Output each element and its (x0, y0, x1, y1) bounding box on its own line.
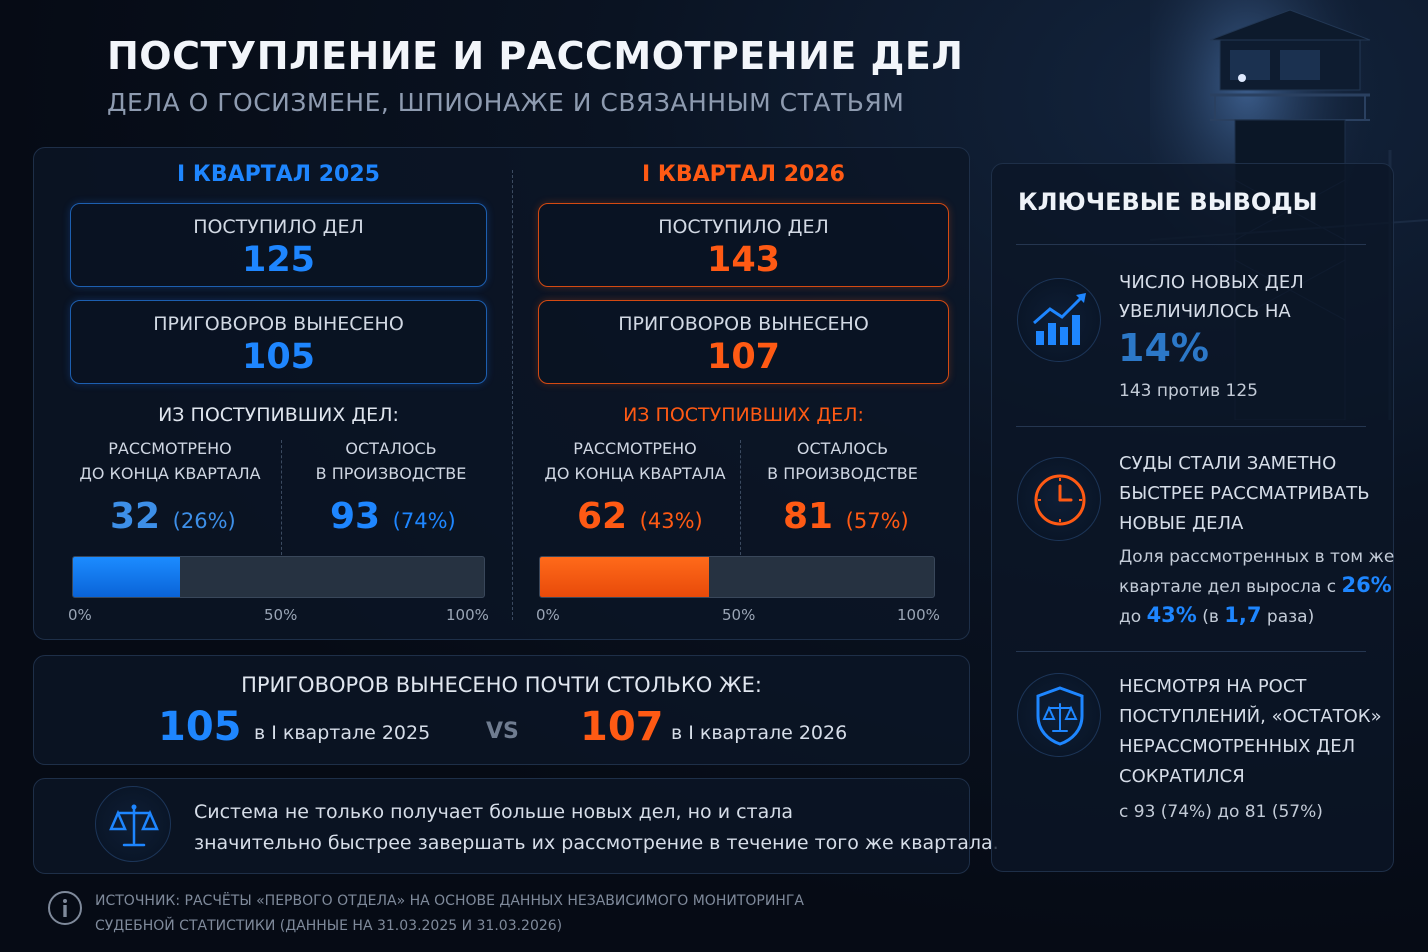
kp2-detail-2: квартале дел выросла с 26% (1119, 573, 1392, 597)
kp2-detail-3: до 43% (в 1,7 раза) (1119, 603, 1315, 627)
q2026-verdicts-value: 107 (706, 337, 781, 377)
q2025-sub-divider (281, 440, 282, 555)
q2025-tick-50: 50% (264, 606, 298, 624)
q2025-of-received: ИЗ ПОСТУПИВШИХ ДЕЛ: (158, 404, 399, 426)
q2026-of-received: ИЗ ПОСТУПИВШИХ ДЕЛ: (623, 404, 864, 426)
scales-icon (95, 786, 171, 862)
source-note: ИСТОЧНИК: РАСЧЁТЫ «ПЕРВОГО ОТДЕЛА» НА ОС… (95, 893, 804, 934)
kp2-line-2: БЫСТРЕЕ РАССМАТРИВАТЬ (1119, 483, 1370, 504)
kp1-percent: 14% (1118, 326, 1209, 370)
q2026-progress-bar (539, 556, 935, 598)
q2026-remaining-value: 81 (57%) (783, 496, 909, 537)
verdicts-compare-panel (33, 655, 970, 765)
verdicts-left-value: 105 (158, 704, 242, 750)
q2026-progress-fill (540, 557, 710, 597)
kp2-line-1: СУДЫ СТАЛИ ЗАМЕТНО (1119, 453, 1337, 474)
q2026-reviewed-label: РАССМОТРЕНО ДО КОНЦА КВАРТАЛА (544, 439, 726, 483)
q2026-sub-divider (740, 440, 741, 555)
key-points-divider-top (1016, 244, 1366, 245)
q2026-remaining-label: ОСТАЛОСЬ В ПРОИЗВОДСТВЕ (767, 439, 918, 483)
q2025-tick-0: 0% (68, 606, 92, 624)
summary-panel (33, 778, 970, 874)
kp3-detail: с 93 (74%) до 81 (57%) (1119, 802, 1323, 822)
q2025-progress-bar (72, 556, 485, 598)
q2025-received-label: ПОСТУПИЛО ДЕЛ (193, 216, 364, 238)
verdicts-left-label: в I квартале 2025 (254, 722, 431, 744)
page-title: ПОСТУПЛЕНИЕ И РАССМОТРЕНИЕ ДЕЛ (107, 34, 964, 78)
page-subtitle: ДЕЛА О ГОСИЗМЕНЕ, ШПИОНАЖЕ И СВЯЗАННЫМ С… (107, 88, 905, 117)
key-points-title: КЛЮЧЕВЫЕ ВЫВОДЫ (1018, 188, 1318, 216)
q2025-progress-fill (73, 557, 180, 597)
q2026-received-value: 143 (706, 240, 781, 280)
kp3-line-3: НЕРАССМОТРЕННЫХ ДЕЛ (1119, 736, 1356, 757)
verdicts-right-value: 107 (580, 704, 664, 750)
summary-line-2: значительно быстрее завершать их рассмот… (194, 832, 999, 854)
q2025-verdicts-value: 105 (241, 337, 316, 377)
q2025-verdicts-card: ПРИГОВОРОВ ВЫНЕСЕНО 105 (70, 300, 487, 384)
q2025-received-value: 125 (241, 240, 316, 280)
q2025-reviewed-label: РАССМОТРЕНО ДО КОНЦА КВАРТАЛА (79, 439, 261, 483)
kp1-line-2: УВЕЛИЧИЛОСЬ НА (1119, 301, 1291, 322)
q2026-verdicts-card: ПРИГОВОРОВ ВЫНЕСЕНО 107 (538, 300, 949, 384)
q2026-verdicts-label: ПРИГОВОРОВ ВЫНЕСЕНО (618, 313, 869, 335)
q2026-received-label: ПОСТУПИЛО ДЕЛ (658, 216, 829, 238)
verdicts-vs: VS (486, 719, 519, 744)
q2026-reviewed-value: 62 (43%) (577, 496, 703, 537)
key-points-divider-2 (1016, 651, 1366, 652)
q2025-received-card: ПОСТУПИЛО ДЕЛ 125 (70, 203, 487, 287)
verdicts-right-label: в I квартале 2026 (671, 722, 848, 744)
q2026-tick-100: 100% (897, 606, 940, 624)
kp3-line-1: НЕСМОТРЯ НА РОСТ (1119, 676, 1307, 697)
q2026-tick-0: 0% (536, 606, 560, 624)
quarters-divider (512, 170, 513, 620)
q2025-remaining-value: 93 (74%) (330, 496, 456, 537)
key-points-divider-1 (1016, 426, 1366, 427)
q2025-heading: I КВАРТАЛ 2025 (177, 162, 380, 187)
verdicts-compare-title: ПРИГОВОРОВ ВЫНЕСЕНО ПОЧТИ СТОЛЬКО ЖЕ: (241, 673, 762, 697)
info-icon (48, 891, 82, 925)
summary-line-1: Система не только получает больше новых … (194, 801, 794, 823)
shield-scales-icon (1017, 673, 1101, 757)
chart-growth-icon (1017, 278, 1101, 362)
kp3-line-2: ПОСТУПЛЕНИЙ, «ОСТАТОК» (1119, 706, 1382, 727)
q2026-tick-50: 50% (722, 606, 756, 624)
kp1-line-1: ЧИСЛО НОВЫХ ДЕЛ (1119, 272, 1304, 293)
q2025-remaining-label: ОСТАЛОСЬ В ПРОИЗВОДСТВЕ (315, 439, 467, 483)
kp2-line-3: НОВЫЕ ДЕЛА (1119, 513, 1244, 534)
q2025-tick-100: 100% (446, 606, 489, 624)
kp1-detail: 143 против 125 (1119, 381, 1258, 401)
q2025-verdicts-label: ПРИГОВОРОВ ВЫНЕСЕНО (153, 313, 404, 335)
clock-icon (1017, 457, 1101, 541)
q2025-reviewed-value: 32 (26%) (110, 496, 236, 537)
q2026-received-card: ПОСТУПИЛО ДЕЛ 143 (538, 203, 949, 287)
kp2-detail-1: Доля рассмотренных в том же (1119, 547, 1395, 567)
q2026-heading: I КВАРТАЛ 2026 (642, 162, 845, 187)
kp3-line-4: СОКРАТИЛСЯ (1119, 766, 1245, 787)
